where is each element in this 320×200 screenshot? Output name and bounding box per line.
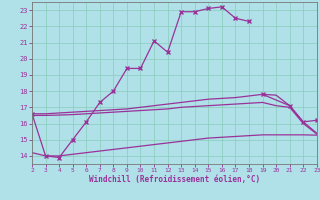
X-axis label: Windchill (Refroidissement éolien,°C): Windchill (Refroidissement éolien,°C) — [89, 175, 260, 184]
